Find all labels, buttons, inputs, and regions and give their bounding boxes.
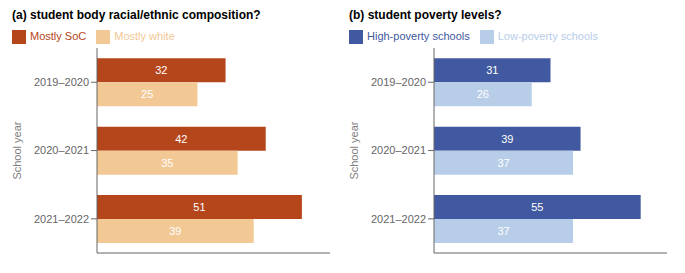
svg-text:26: 26	[477, 88, 489, 100]
svg-text:2020–2021: 2020–2021	[34, 144, 89, 156]
html-text:High-poverty schools: High-poverty schools	[367, 30, 470, 42]
svg-text:2019–2020: 2019–2020	[371, 76, 426, 88]
svg-text:51: 51	[193, 201, 205, 213]
html-text:(b) student poverty levels?: (b) student poverty levels?	[349, 8, 502, 22]
html-text:(a) student body racial/ethnic: (a) student body racial/ethnic compositi…	[12, 8, 261, 22]
svg-text:2021–2022: 2021–2022	[371, 213, 426, 225]
svg-text:35: 35	[161, 157, 173, 169]
html-text:Mostly white: Mostly white	[114, 30, 175, 42]
svg-text:39: 39	[169, 225, 181, 237]
svg-text:2019–2020: 2019–2020	[34, 76, 89, 88]
html-text:Mostly SoC: Mostly SoC	[30, 30, 87, 42]
svg-text:2020–2021: 2020–2021	[371, 144, 426, 156]
svg-text:2021–2022: 2021–2022	[34, 213, 89, 225]
svg-text:37: 37	[497, 157, 509, 169]
svg-text:31: 31	[486, 64, 498, 76]
svg-text:39: 39	[501, 133, 513, 145]
svg-text:37: 37	[497, 225, 509, 237]
svg-text:32: 32	[155, 64, 167, 76]
svg-text:School year: School year	[348, 121, 360, 179]
svg-text:42: 42	[175, 133, 187, 145]
svg-text:25: 25	[141, 88, 153, 100]
html-text:Low-poverty schools: Low-poverty schools	[497, 30, 598, 42]
svg-text:55: 55	[531, 201, 543, 213]
svg-text:School year: School year	[11, 121, 23, 179]
